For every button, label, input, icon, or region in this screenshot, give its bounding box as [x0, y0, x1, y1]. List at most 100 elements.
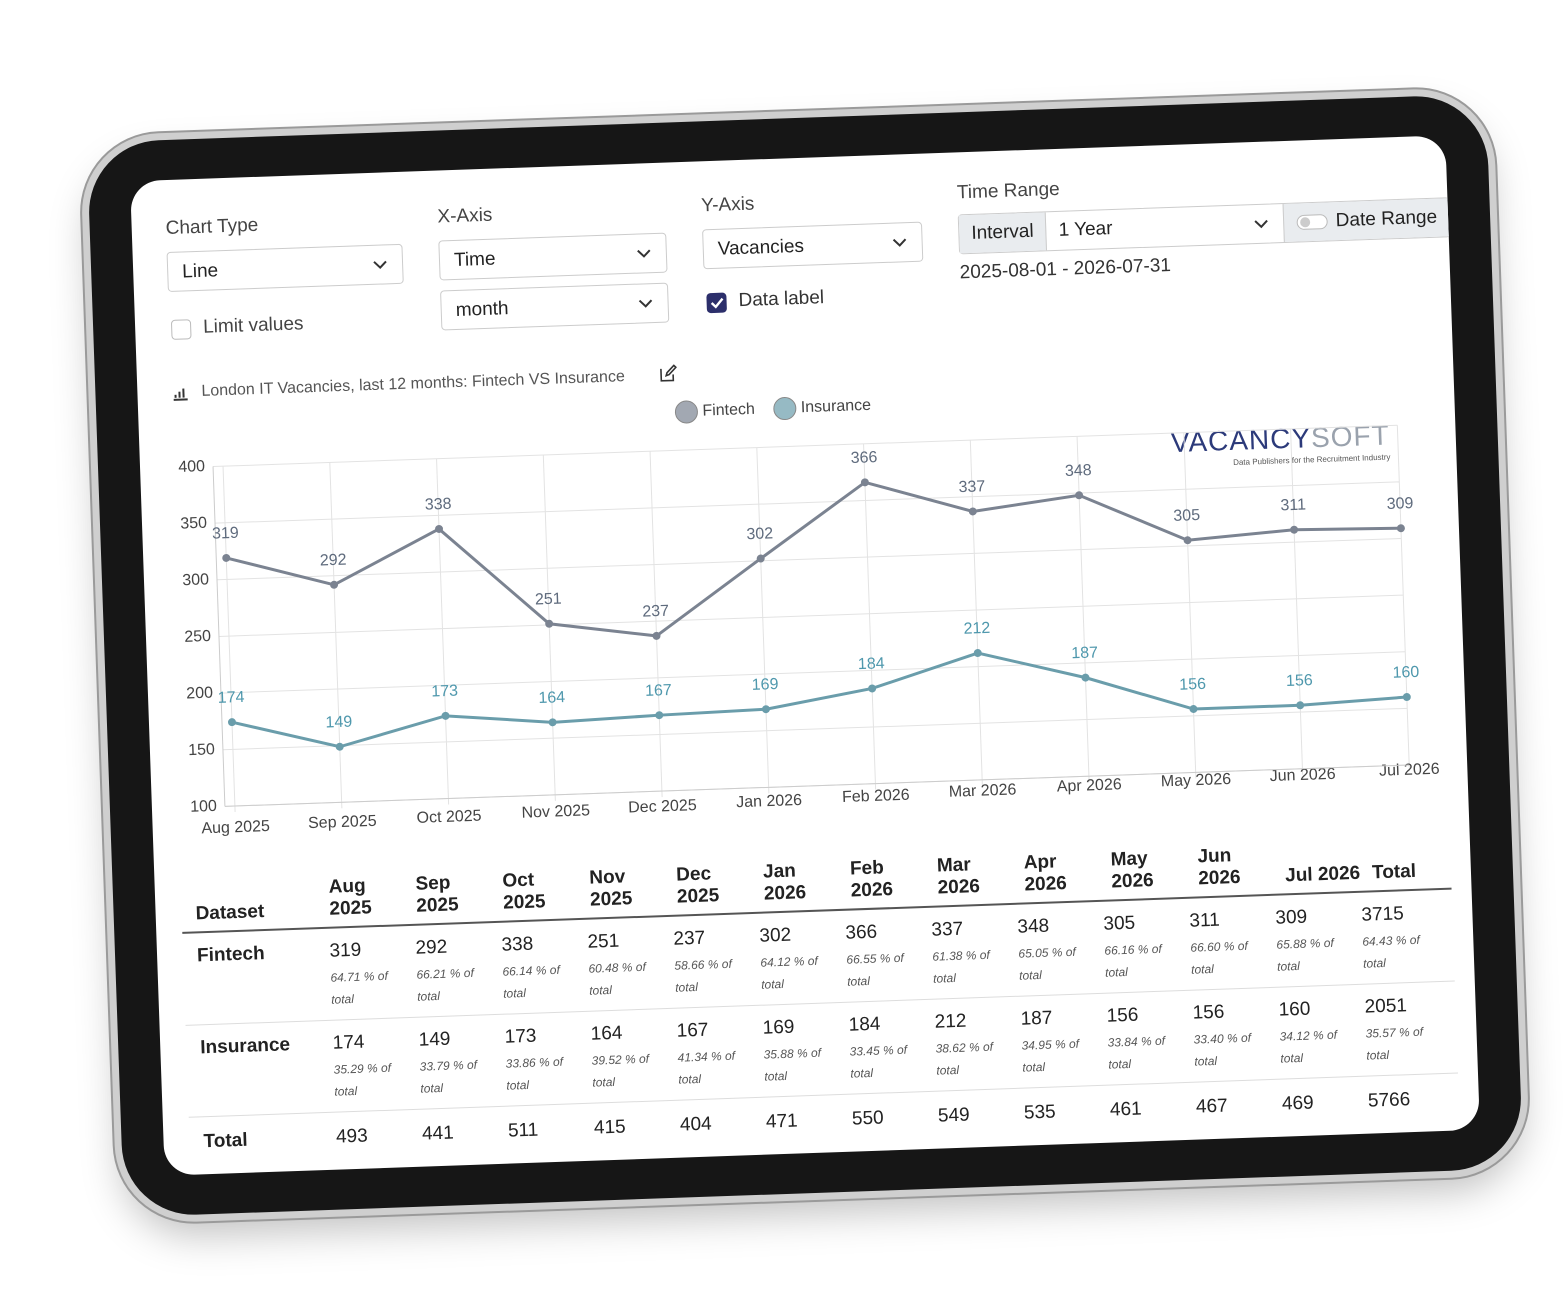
value: 319 [329, 939, 362, 962]
header-cell[interactable]: Mar 2026 [936, 854, 981, 899]
share: 61.38 % of total [932, 947, 990, 986]
data-label: 292 [320, 552, 347, 570]
value: 305 [1103, 912, 1136, 935]
share: 64.12 % of total [760, 953, 818, 992]
limit-values-label: Limit values [202, 313, 304, 338]
value-cell: 415 [593, 1116, 627, 1139]
share: 66.21 % of total [416, 965, 475, 1004]
value-cell: 337 61.38 % of total [923, 917, 1012, 999]
value-cell: 174 35.29 % of total [324, 1030, 413, 1112]
header-cell[interactable]: Jul 2026 [1284, 862, 1361, 887]
value-cell: 212 38.62 % of total [926, 1009, 1015, 1091]
y-tick-label: 300 [182, 571, 209, 589]
data-label: 156 [1286, 672, 1313, 690]
value: 174 [332, 1031, 365, 1054]
data-label: 187 [1071, 644, 1098, 662]
header-cell[interactable]: Oct 2025 [502, 869, 546, 914]
data-point [860, 478, 869, 487]
limit-values-checkbox[interactable] [170, 319, 192, 340]
interval-value: 1 Year [1058, 218, 1113, 241]
value: 338 [501, 933, 534, 956]
date-range-text: 2025-08-01 - 2026-07-31 [959, 254, 1172, 284]
data-point [868, 684, 877, 693]
y-tick-label: 200 [186, 685, 213, 703]
grid-line-vertical [222, 466, 236, 813]
date-range-label: Date Range [1335, 206, 1438, 232]
tablet: Chart Type Line Limit values X-Axis Time… [86, 93, 1524, 1218]
series-line [225, 480, 1401, 638]
interval-mode[interactable]: Interval [958, 212, 1048, 254]
value-cell: 404 [679, 1113, 713, 1136]
header-cell[interactable]: Nov 2025 [588, 866, 633, 911]
data-label: 164 [538, 689, 565, 707]
header-cell[interactable]: Apr 2026 [1023, 851, 1068, 896]
x-interval-select[interactable]: month [440, 282, 670, 331]
grid-line [213, 424, 1398, 468]
value-cell: 319 64.71 % of total [321, 938, 410, 1020]
grid-line [220, 651, 1406, 694]
x-axis-select[interactable]: Time [438, 232, 668, 281]
y-axis-select[interactable]: Vacancies [702, 221, 924, 270]
toggle-switch [1296, 214, 1328, 230]
data-point [222, 553, 231, 562]
share: 33.79 % of total [419, 1057, 478, 1096]
y-tick-label: 350 [180, 515, 207, 533]
x-tick-label: Jan 2026 [736, 792, 802, 811]
header-cell[interactable]: Feb 2026 [849, 857, 894, 902]
data-point [1183, 536, 1192, 545]
chart-type-label: Chart Type [165, 214, 259, 240]
total-cell: 3715 64.43 % of total [1353, 902, 1455, 984]
data-label: 160 [1392, 664, 1419, 682]
value-cell: 549 [937, 1104, 971, 1127]
grid-line [218, 594, 1404, 637]
value-cell: 461 [1109, 1098, 1143, 1121]
x-tick-label: Dec 2025 [628, 797, 697, 816]
x-tick-label: May 2026 [1161, 771, 1232, 790]
data-point [434, 524, 443, 533]
value: 311 [1189, 909, 1221, 932]
header-cell[interactable]: Jun 2026 [1197, 845, 1241, 890]
y-axis [212, 466, 226, 807]
value: 309 [1275, 906, 1308, 929]
time-range-group: Interval 1 Year Date Range [957, 197, 1451, 255]
value-cell: 469 [1281, 1092, 1314, 1115]
header-cell[interactable]: Aug 2025 [328, 875, 373, 920]
value-cell: 156 33.40 % of total [1184, 1000, 1273, 1082]
share: 39.52 % of total [591, 1051, 650, 1090]
data-label: 156 [1179, 676, 1206, 694]
data-label: 184 [858, 655, 885, 673]
data-label: 311 [1280, 497, 1306, 515]
header-cell[interactable]: May 2026 [1110, 848, 1155, 893]
value-cell: 149 33.79 % of total [410, 1027, 499, 1109]
chart-icon [173, 388, 188, 401]
data-label-checkbox[interactable] [706, 292, 727, 314]
grid-line-vertical [1076, 436, 1090, 783]
value: 2051 [1364, 995, 1408, 1018]
value-cell: 187 34.95 % of total [1012, 1006, 1101, 1088]
y-axis-value: Vacancies [717, 235, 805, 260]
value-cell: 156 33.84 % of total [1098, 1003, 1187, 1085]
header-cell[interactable]: Jan 2026 [762, 860, 807, 905]
share: 38.62 % of total [935, 1039, 994, 1078]
date-range-toggle[interactable]: Date Range [1282, 198, 1450, 243]
header-cell[interactable]: Dec 2025 [675, 863, 720, 908]
value: 169 [762, 1016, 795, 1039]
edit-icon[interactable] [659, 364, 678, 383]
value-cell: 302 64.12 % of total [751, 923, 840, 1005]
value: 187 [1020, 1007, 1053, 1030]
value: 292 [415, 936, 448, 959]
chart-type-select[interactable]: Line [166, 243, 404, 293]
value-cell: 348 65.05 % of total [1009, 914, 1098, 996]
x-tick-label: Apr 2026 [1057, 776, 1123, 795]
data-point [1189, 705, 1198, 714]
y-tick-label: 100 [190, 798, 217, 816]
data-point [655, 711, 664, 720]
x-tick-label: Jul 2026 [1379, 761, 1440, 780]
header-cell[interactable]: Sep 2025 [415, 872, 459, 917]
data-label: 302 [746, 525, 773, 543]
value: 348 [1017, 915, 1050, 938]
interval-select[interactable]: 1 Year [1046, 204, 1283, 250]
y-tick-label: 150 [188, 741, 215, 759]
share: 58.66 % of total [674, 956, 733, 995]
